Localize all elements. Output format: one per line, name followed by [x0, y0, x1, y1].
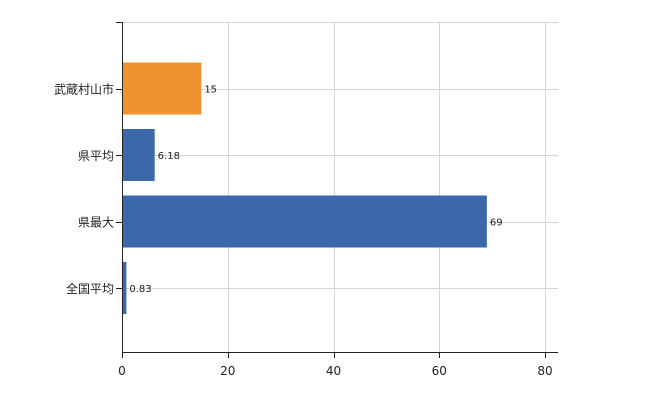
x-tick-label-3: 40	[326, 364, 341, 378]
x-tick-label-2: 20	[220, 364, 235, 378]
bar-2	[123, 129, 155, 181]
x-tick-label-1: 0	[118, 364, 126, 378]
category-label-2: 県平均	[78, 149, 114, 163]
data-label-4: 0.83	[129, 284, 151, 295]
category-label-3: 県最大	[78, 216, 114, 230]
category-label-4: 全国平均	[66, 281, 114, 296]
data-label-2: 6.18	[158, 151, 180, 162]
x-tick-label-4: 60	[432, 364, 447, 378]
bar-3	[123, 195, 487, 248]
data-label-3: 69	[490, 218, 503, 229]
bar-1	[123, 62, 202, 115]
bar-4	[123, 262, 127, 314]
data-label-1: 15	[204, 85, 217, 96]
x-tick-label-5: 80	[537, 364, 552, 378]
category-label-1: 武蔵村山市	[54, 82, 114, 97]
bars: 15 6.18 69 0.83	[123, 62, 503, 314]
